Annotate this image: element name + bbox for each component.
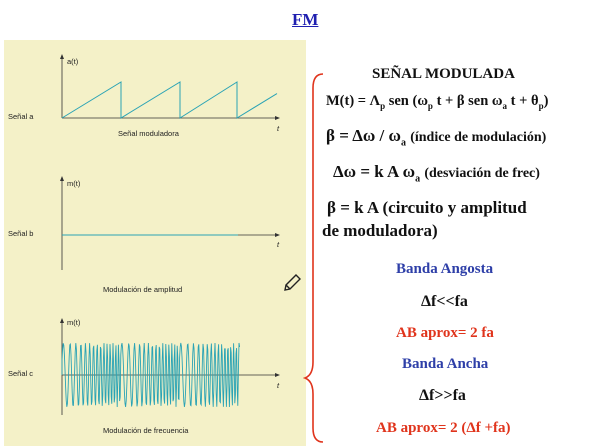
- panel-a-caption: Señal moduladora: [118, 129, 180, 138]
- panel-a-x-arrow: [275, 116, 280, 120]
- panel-a-t-label: t: [277, 124, 280, 133]
- panel-c-t-label: t: [277, 381, 280, 390]
- panel-b-signal-label: Señal b: [8, 229, 33, 238]
- panel-c-y-label: m(t): [67, 318, 81, 327]
- wide-band-title: Banda Ancha: [402, 356, 489, 372]
- panel-b-y-arrow: [60, 176, 64, 181]
- curly-brace: [303, 73, 324, 443]
- page-title: FM: [292, 10, 319, 29]
- panel-b-y-label: m(t): [67, 179, 81, 188]
- modulation-figure: a(t) Señal a Señal moduladora t m(t) Señ…: [4, 40, 306, 446]
- panel-b-x-arrow: [275, 233, 280, 237]
- panel-b-t-label: t: [277, 240, 280, 249]
- notes-heading: SEÑAL MODULADA: [372, 66, 515, 82]
- panel-c-signal-label: Señal c: [8, 369, 33, 378]
- panel-c-x-arrow: [275, 373, 280, 377]
- panel-c-y-arrow: [60, 318, 64, 323]
- panel-a-signal-label: Señal a: [8, 112, 34, 121]
- wide-band-condition: Δf>>fa: [419, 387, 466, 404]
- panel-b-caption: Modulación de amplitud: [103, 285, 182, 294]
- narrow-band-condition: Δf<<fa: [421, 293, 468, 310]
- delta-omega-definition: Δω = k A ωa (desviación de frec): [333, 162, 540, 185]
- pencil-icon[interactable]: [281, 272, 303, 294]
- beta-definition: β = Δω / ωa (índice de modulación): [326, 126, 547, 149]
- narrow-band-title: Banda Angosta: [396, 261, 494, 277]
- wide-band-bandwidth: AB aprox= 2 (Δf +fa): [376, 420, 511, 436]
- equation-mt: M(t) = Λp sen (ωp t + β sen ωa t + θp): [326, 93, 549, 111]
- panel-c-caption: Modulación de frecuencia: [103, 426, 189, 435]
- panel-b: m(t) Señal b Modulación de amplitud t: [8, 176, 280, 294]
- panel-a-y-arrow: [60, 54, 64, 59]
- panel-a: a(t) Señal a Señal moduladora t: [8, 54, 280, 138]
- beta-ka-line1: β = k A (circuito y amplitud: [327, 198, 527, 217]
- beta-ka-line2: de moduladora): [322, 221, 438, 240]
- panel-a-y-label: a(t): [67, 57, 79, 66]
- narrow-band-bandwidth: AB aprox= 2 fa: [396, 325, 494, 341]
- panel-c: m(t) Señal c Modulación de frecuencia t: [8, 318, 280, 435]
- fm-wave: [61, 342, 241, 408]
